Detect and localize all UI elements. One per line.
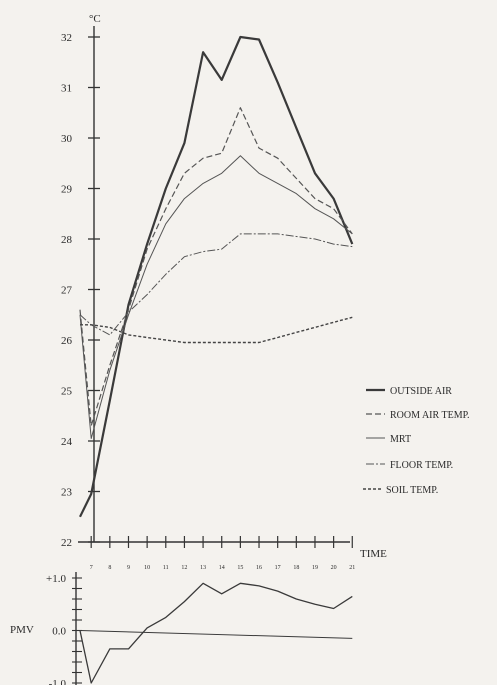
series-line-mrt	[79, 155, 353, 439]
pmv-axis-label: PMV	[10, 624, 34, 636]
x-tick-label: 15	[237, 565, 243, 571]
legend-label: SOIL TEMP.	[386, 485, 438, 496]
x-tick-label: 20	[331, 565, 337, 571]
pmv-tick-label: 0.0	[52, 626, 66, 638]
y-tick-label: 29	[61, 184, 73, 196]
series-line-floor-temp	[79, 233, 353, 336]
legend-item-outside-air: OUTSIDE AIR	[366, 386, 452, 397]
legend-item-mrt: MRT	[366, 434, 411, 445]
x-tick-label: 12	[181, 565, 187, 571]
x-tick-label: 21	[349, 565, 355, 571]
y-tick-label: 31	[61, 83, 72, 95]
y-tick-label: 27	[61, 285, 73, 297]
legend-item-room-air: ROOM AIR TEMP.	[366, 410, 470, 421]
temperature-y-ticks: 22 23 24 25 26 27 28 29 30 31 32	[61, 32, 100, 549]
x-tick-label: 14	[219, 565, 225, 571]
y-unit-label: °C	[89, 13, 101, 25]
pmv-series	[79, 582, 353, 684]
pmv-tick-label: -1.0	[49, 678, 67, 685]
series-line-soil-temp	[80, 316, 353, 344]
pmv-chart: PMV -1.0 0.0 +1.0	[10, 572, 353, 685]
y-tick-label: 32	[61, 32, 72, 44]
legend-label: MRT	[390, 434, 411, 445]
y-tick-label: 24	[61, 436, 73, 448]
pmv-y-ticks: -1.0 0.0 +1.0	[46, 573, 82, 685]
time-x-ticks: 7 8 9 10 11 12 13 14 15 16 17 18 19 20 21	[90, 536, 355, 571]
x-axis-label: TIME	[360, 548, 387, 560]
x-tick-label: 16	[256, 565, 262, 571]
x-tick-label: 7	[90, 565, 93, 571]
pmv-tick-label: +1.0	[46, 573, 66, 585]
y-tick-label: 30	[61, 133, 73, 145]
series-line-room-air	[79, 107, 353, 427]
temperature-series	[79, 35, 354, 518]
pmv-reference-line	[79, 630, 353, 639]
legend-label: OUTSIDE AIR	[390, 386, 452, 397]
y-tick-label: 26	[61, 335, 73, 347]
y-tick-label: 22	[61, 537, 72, 549]
x-tick-label: 9	[127, 565, 130, 571]
x-tick-label: 10	[144, 565, 150, 571]
legend: OUTSIDE AIR ROOM AIR TEMP. MRT FLOOR TEM…	[363, 386, 470, 496]
pmv-line	[79, 582, 353, 684]
legend-label: ROOM AIR TEMP.	[390, 410, 470, 421]
legend-item-floor-temp: FLOOR TEMP.	[366, 460, 453, 471]
series-line-outside-air	[79, 35, 354, 518]
legend-label: FLOOR TEMP.	[390, 460, 453, 471]
x-tick-label: 13	[200, 565, 206, 571]
x-tick-label: 8	[108, 565, 111, 571]
x-tick-label: 19	[312, 565, 318, 571]
y-tick-label: 23	[61, 487, 73, 499]
y-tick-label: 28	[61, 234, 73, 246]
y-tick-label: 25	[61, 386, 73, 398]
temperature-chart: °C TIME 22 23 24 25 26 27 28 29 30 31 32 7 8 9 10 11 12…	[61, 13, 387, 571]
x-tick-label: 17	[275, 565, 281, 571]
legend-item-soil-temp: SOIL TEMP.	[363, 485, 438, 496]
x-tick-label: 18	[293, 565, 299, 571]
x-tick-label: 11	[163, 565, 169, 571]
